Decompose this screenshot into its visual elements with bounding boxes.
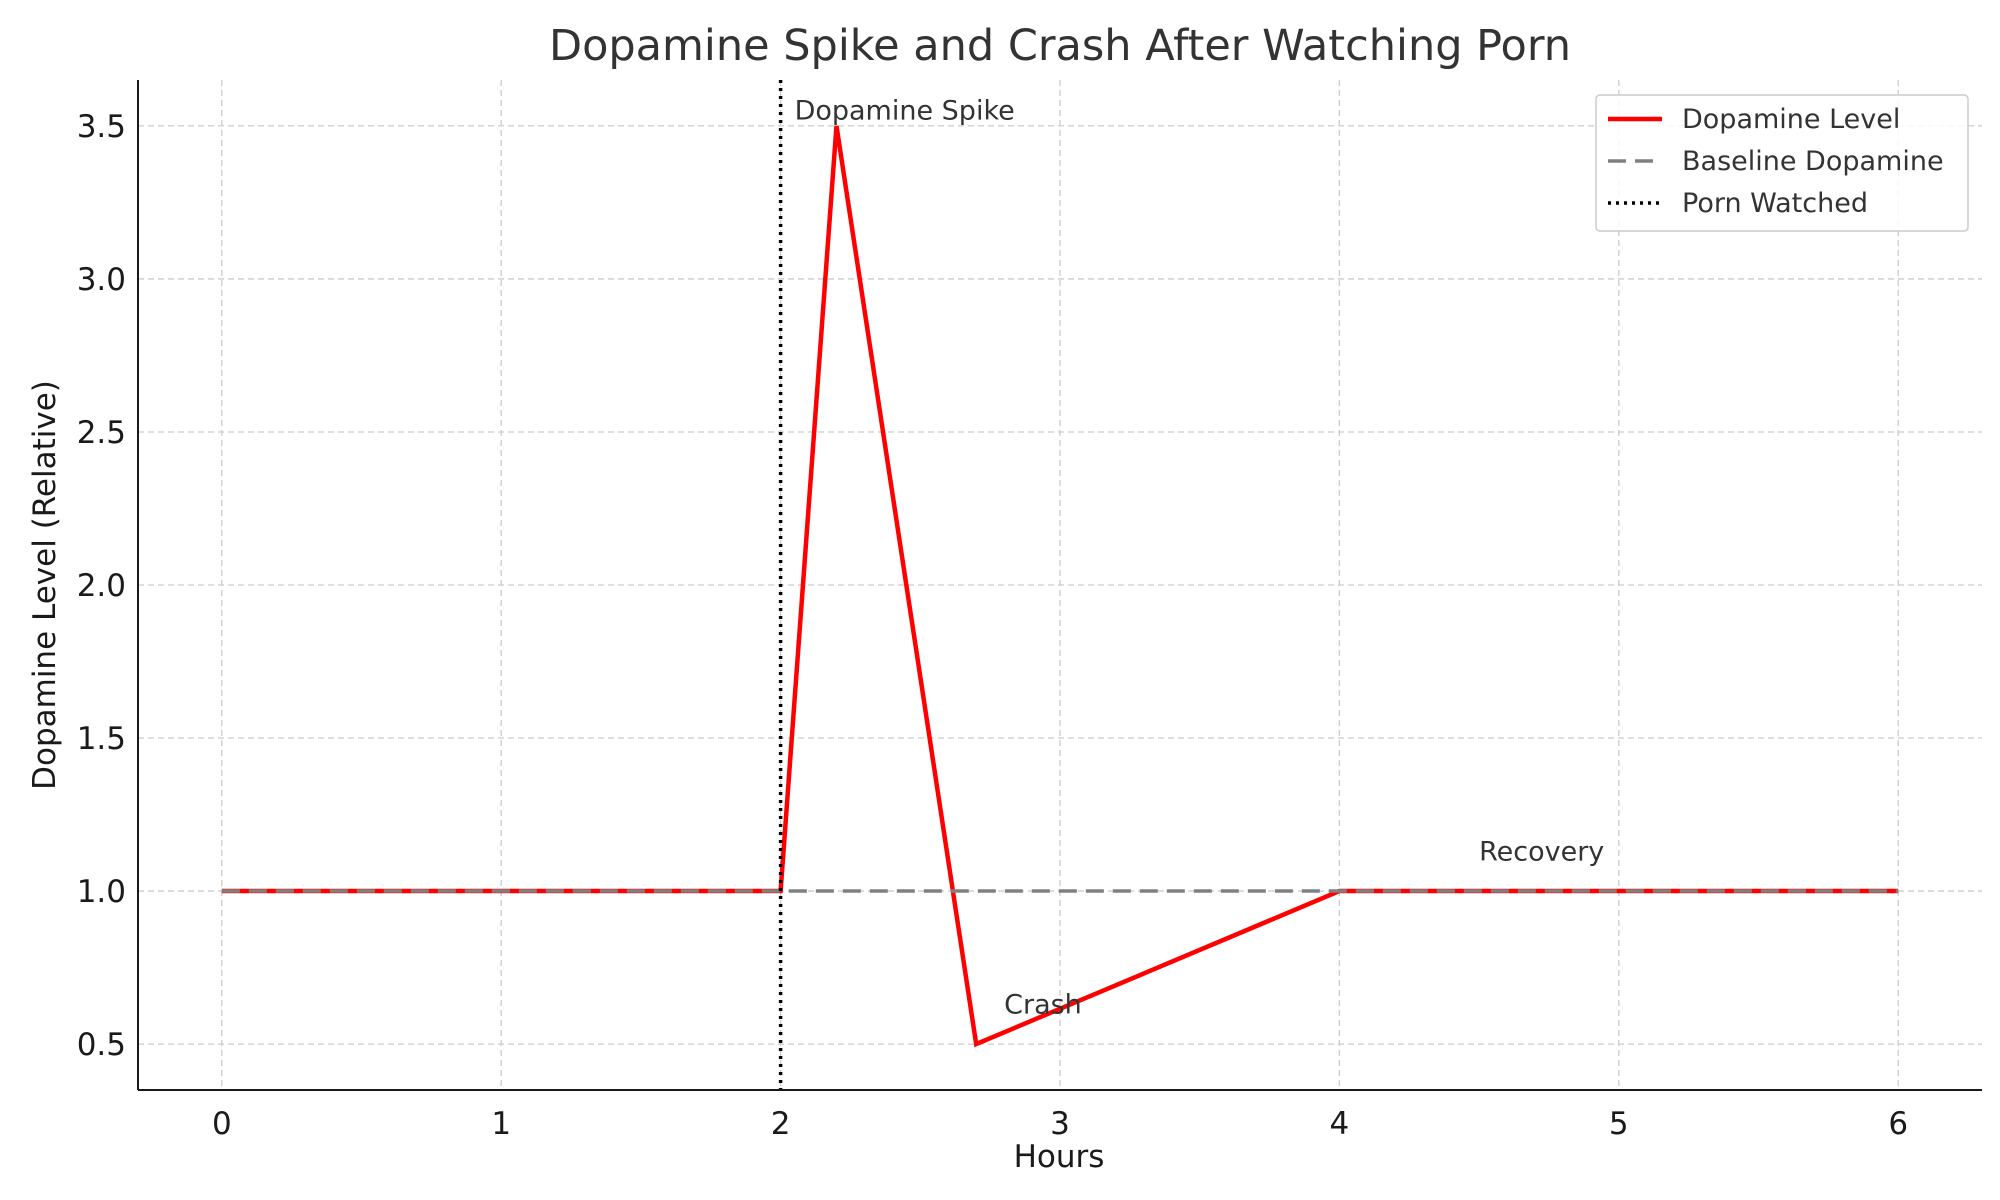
- y-tick-label-2: 1.5: [77, 721, 126, 757]
- x-tick-label-0: 0: [212, 1106, 232, 1142]
- axes: [137, 80, 1982, 1091]
- y-tick-label-0: 0.5: [77, 1027, 126, 1063]
- x-tick-label-5: 5: [1609, 1106, 1629, 1142]
- y-tick-label-5: 3.0: [77, 262, 126, 298]
- legend-box: [1595, 94, 1969, 232]
- annotation-2: Recovery: [1479, 836, 1604, 867]
- y-tick-label-4: 2.5: [77, 415, 126, 451]
- y-tick-label-1: 1.0: [77, 874, 126, 910]
- annotation-0: Dopamine Spike: [795, 96, 1015, 127]
- legend-label-2: Porn Watched: [1682, 188, 1868, 219]
- y-tick-label-6: 3.5: [77, 109, 126, 145]
- x-tick-label-3: 3: [1050, 1106, 1070, 1142]
- annotation-1: Crash: [1004, 989, 1082, 1020]
- chart-title: Dopamine Spike and Crash After Watching …: [549, 21, 1571, 71]
- annotations: Dopamine Spike Crash Recovery: [795, 96, 1605, 1021]
- y-tick-label-3: 2.0: [77, 568, 126, 604]
- legend-label-0: Dopamine Level: [1682, 104, 1900, 135]
- plot-area: [221, 80, 1899, 1090]
- x-tick-label-4: 4: [1330, 1106, 1350, 1142]
- x-tick-label-2: 2: [771, 1106, 791, 1142]
- y-axis-label: Dopamine Level (Relative): [27, 380, 63, 790]
- legend: Dopamine Level Baseline Dopamine Porn Watc…: [1595, 94, 1969, 232]
- x-axis-label: Hours: [1014, 1139, 1105, 1175]
- tick-labels: 0 1 2 3 4 5 6 0.5 1.0 1.5 2.0 2.5 3.0 3.5: [77, 109, 1908, 1142]
- x-tick-label-6: 6: [1888, 1106, 1908, 1142]
- legend-label-1: Baseline Dopamine: [1682, 146, 1944, 177]
- x-tick-label-1: 1: [491, 1106, 511, 1142]
